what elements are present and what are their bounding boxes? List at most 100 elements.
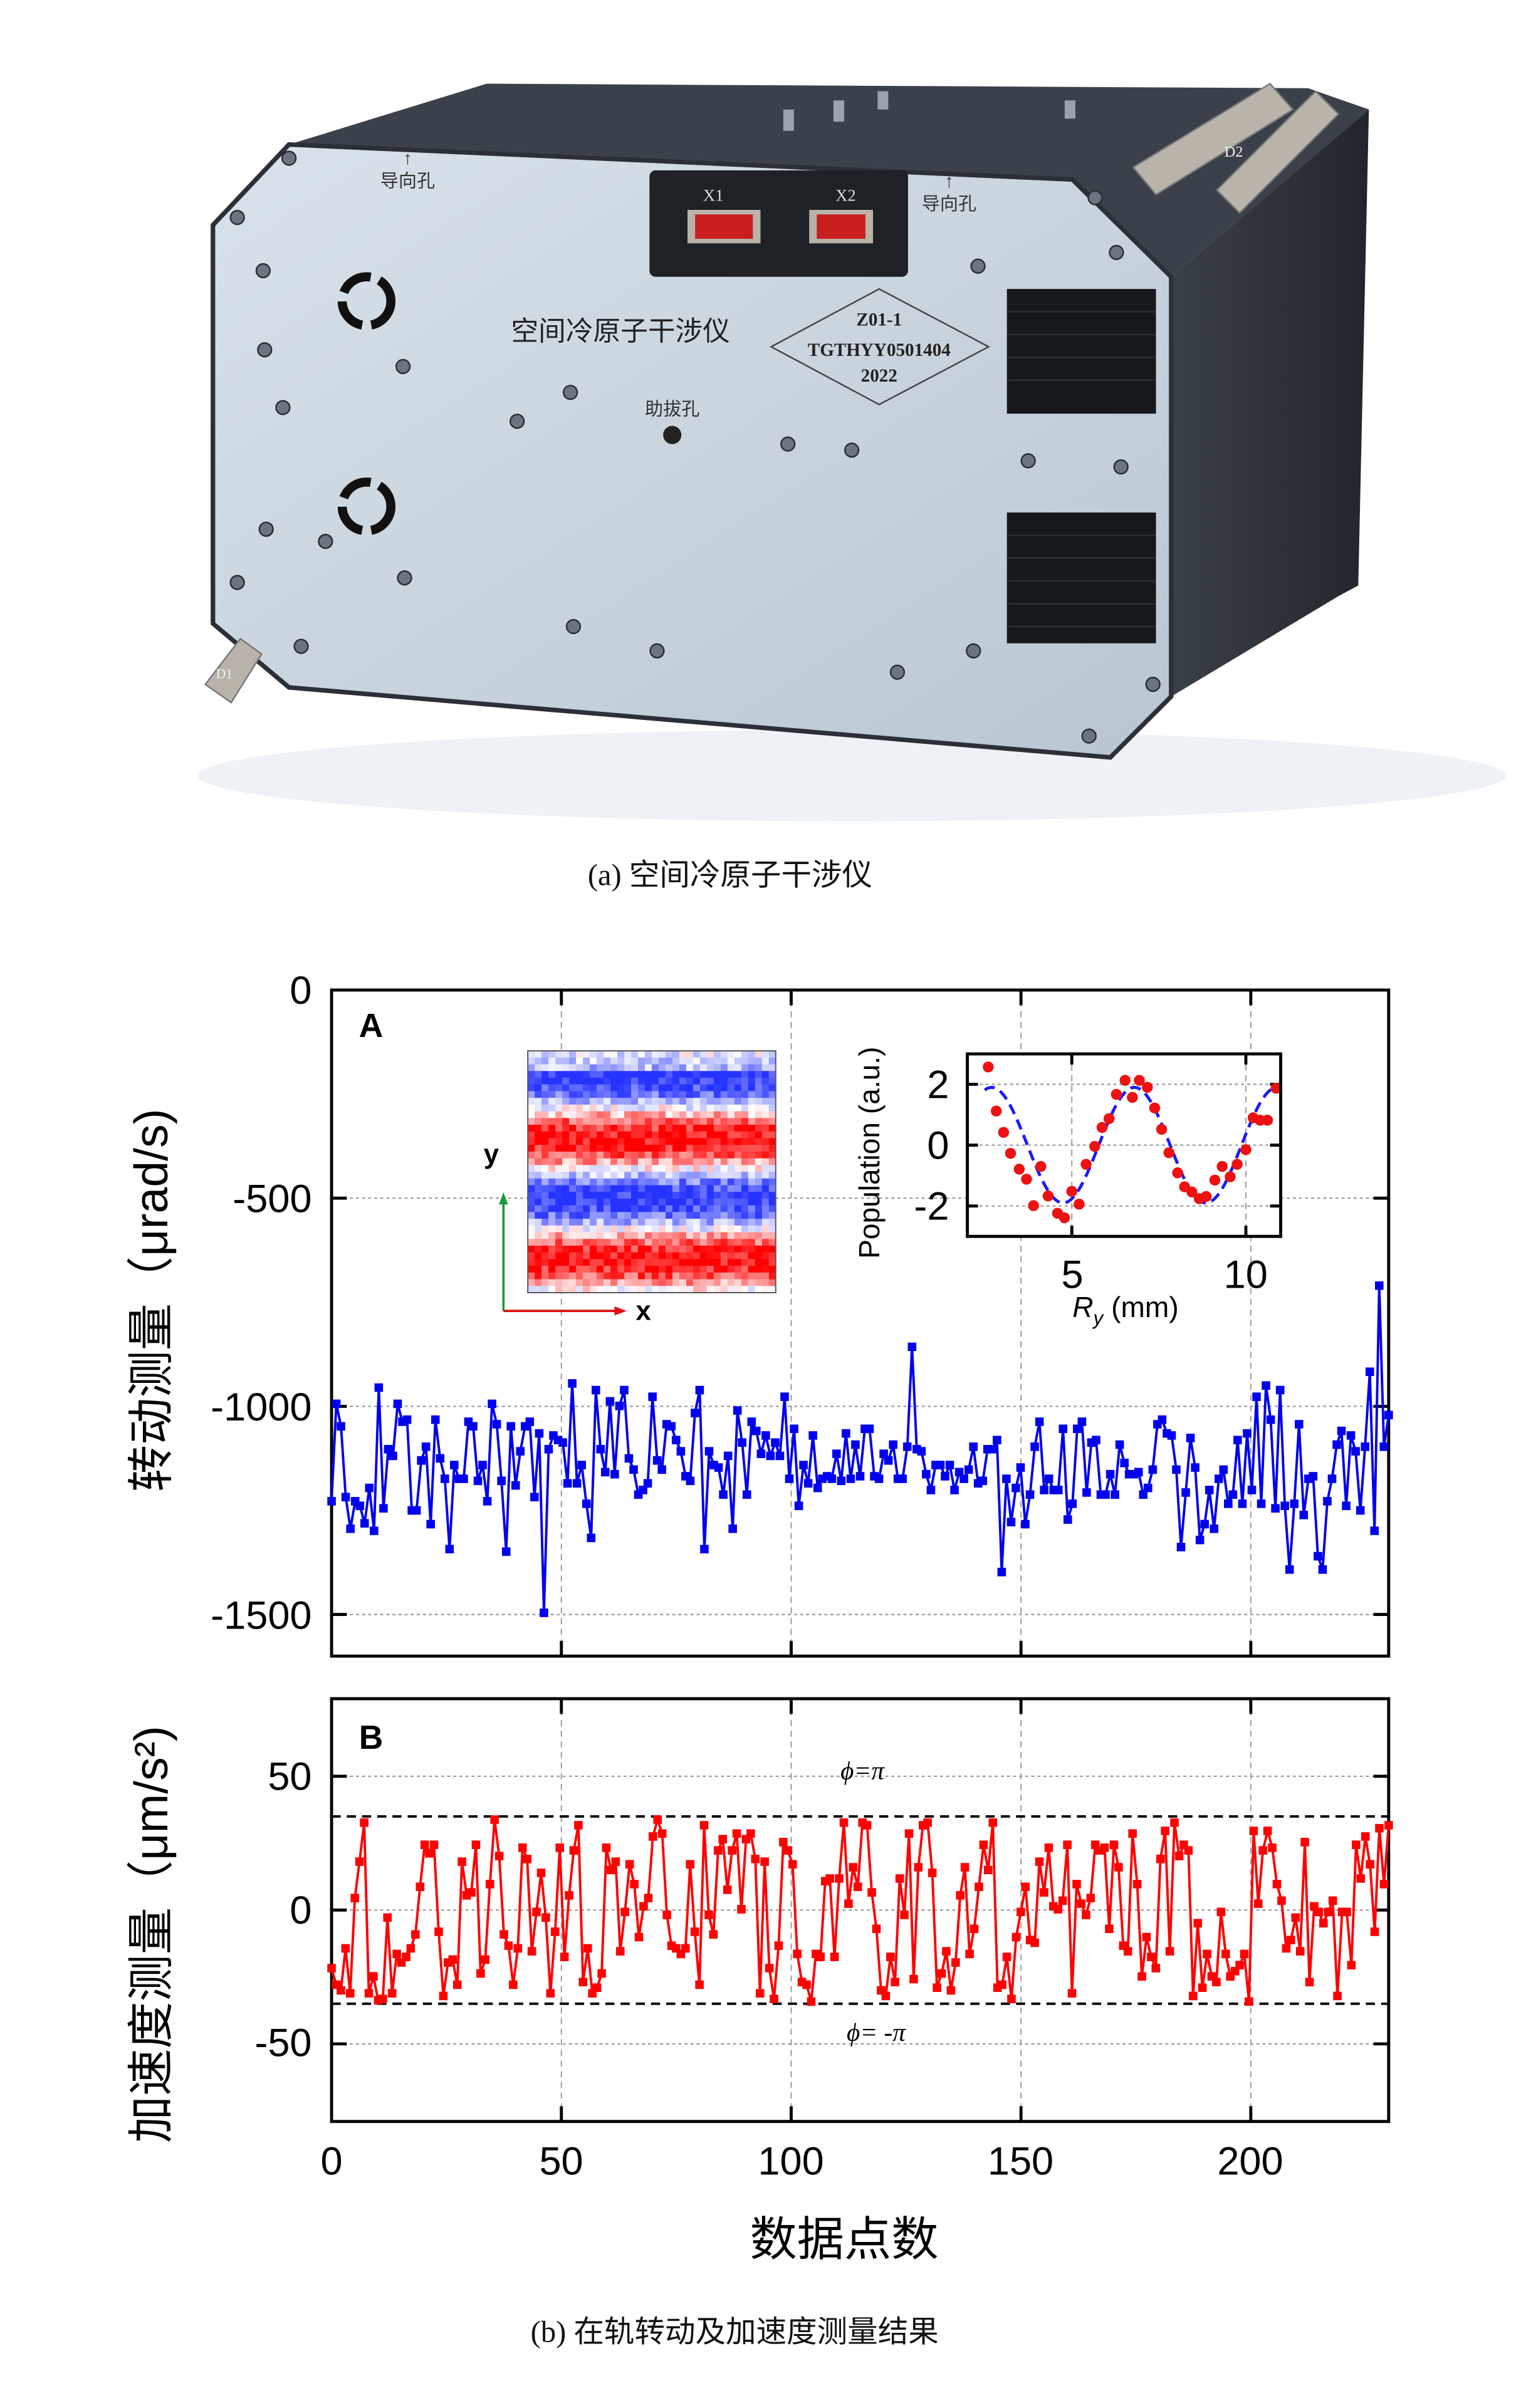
population-point (990, 1105, 1002, 1117)
heatmap-cell (590, 1219, 597, 1226)
heatmap-cell (610, 1252, 618, 1260)
heatmap-cell (713, 1279, 721, 1287)
heatmap-cell (583, 1151, 590, 1159)
heatmap-cell (583, 1252, 590, 1260)
acceleration-point (1333, 1991, 1342, 2001)
rotation-point (1294, 1420, 1304, 1429)
heatmap-cell (727, 1151, 735, 1159)
heatmap-cell (569, 1158, 577, 1166)
heatmap-cell (761, 1111, 770, 1119)
heatmap-cell (555, 1252, 563, 1260)
acceleration-point (765, 1964, 774, 1973)
heatmap-cell (631, 1252, 639, 1260)
heatmap-cell (555, 1151, 563, 1159)
heatmap-cell (597, 1138, 604, 1145)
rotation-point (374, 1383, 384, 1392)
rotation-point (506, 1422, 516, 1431)
heatmap-cell (672, 1051, 680, 1058)
heatmap-cell (748, 1232, 756, 1239)
heatmap-cell (597, 1266, 604, 1273)
heatmap-cell (761, 1232, 770, 1239)
rotation-point (1351, 1447, 1360, 1456)
heatmap-cell (576, 1165, 583, 1172)
heatmap-cell (665, 1145, 673, 1152)
heatmap-cell (624, 1111, 632, 1119)
heatmap-cell (686, 1064, 694, 1071)
heatmap-cell (590, 1165, 597, 1172)
heatmap-cell (535, 1252, 542, 1260)
heatmap-cell (631, 1219, 639, 1226)
heatmap-cell (583, 1212, 590, 1219)
heatmap-cell (720, 1071, 728, 1078)
rotation-point (964, 1465, 973, 1474)
heatmap-cell (706, 1057, 714, 1065)
heatmap-cell (658, 1077, 666, 1085)
acceleration-point (825, 1874, 834, 1883)
heatmap-cell (699, 1131, 708, 1139)
heatmap-cell (637, 1219, 646, 1226)
heatmap-cell (604, 1104, 611, 1112)
rotation-point (728, 1524, 737, 1533)
heatmap-cell (672, 1212, 680, 1219)
heatmap-cell (548, 1185, 556, 1192)
heatmap-cell (727, 1084, 735, 1092)
heatmap-cell (699, 1259, 708, 1266)
heatmap-cell (597, 1098, 604, 1105)
handle-d2: D2 (1132, 82, 1340, 214)
acceleration-point (942, 1947, 951, 1956)
heatmap-cell (604, 1131, 611, 1139)
acceleration-point (746, 1829, 755, 1838)
heatmap-cell (528, 1178, 535, 1186)
heatmap-cell (528, 1239, 535, 1246)
heatmap-cell (541, 1151, 549, 1159)
heatmap-cell (583, 1165, 590, 1172)
screw-icon (562, 385, 578, 400)
heatmap-cell (562, 1212, 570, 1219)
population-point (1149, 1102, 1161, 1114)
heatmap-cell (617, 1286, 625, 1293)
heatmap-cell (768, 1205, 776, 1213)
heatmap-cell (727, 1232, 735, 1239)
inset-xtick: 5 (1061, 1253, 1083, 1297)
heatmap-cell (748, 1064, 756, 1071)
heatmap-cell (562, 1064, 570, 1071)
heatmap-cell (597, 1064, 604, 1071)
rotation-point (917, 1447, 926, 1456)
heatmap-cell (706, 1051, 714, 1058)
heatmap-cell (713, 1178, 721, 1186)
heatmap-cell (541, 1178, 549, 1186)
heatmap-cell (658, 1104, 666, 1112)
heatmap-cell (686, 1205, 694, 1213)
heatmap-cell (720, 1185, 728, 1192)
heatmap-cell (741, 1151, 749, 1159)
heatmap-cell (590, 1192, 597, 1199)
heatmap-cell (590, 1077, 597, 1085)
heatmap-cell (610, 1245, 618, 1253)
heatmap-cell (720, 1098, 728, 1105)
heatmap-cell (679, 1205, 687, 1213)
heatmap-cell (686, 1198, 694, 1206)
heatmap-cell (720, 1178, 728, 1186)
rotation-point (879, 1449, 888, 1458)
heatmap-cell (631, 1259, 639, 1266)
heatmap-cell (679, 1286, 687, 1293)
heatmap-cell (555, 1057, 563, 1065)
heatmap-cell (755, 1145, 763, 1152)
heatmap-cell (720, 1272, 728, 1280)
heatmap-cell (617, 1098, 625, 1105)
heatmap-cell (748, 1145, 756, 1152)
heatmap-cell (651, 1172, 659, 1179)
rotation-point (1252, 1392, 1261, 1401)
heatmap-cell (741, 1165, 749, 1172)
heatmap-cell (727, 1239, 735, 1246)
heatmap-cell (706, 1172, 714, 1179)
heatmap-cell (576, 1205, 583, 1213)
device-side-face (1171, 109, 1369, 697)
heatmap-cell (727, 1071, 735, 1078)
heatmap-cell (699, 1145, 708, 1152)
heatmap-cell (597, 1091, 604, 1098)
heatmap-cell (583, 1239, 590, 1246)
heatmap-cell (637, 1071, 646, 1078)
heatmap-cell (590, 1279, 597, 1287)
heatmap-cell (713, 1286, 721, 1293)
